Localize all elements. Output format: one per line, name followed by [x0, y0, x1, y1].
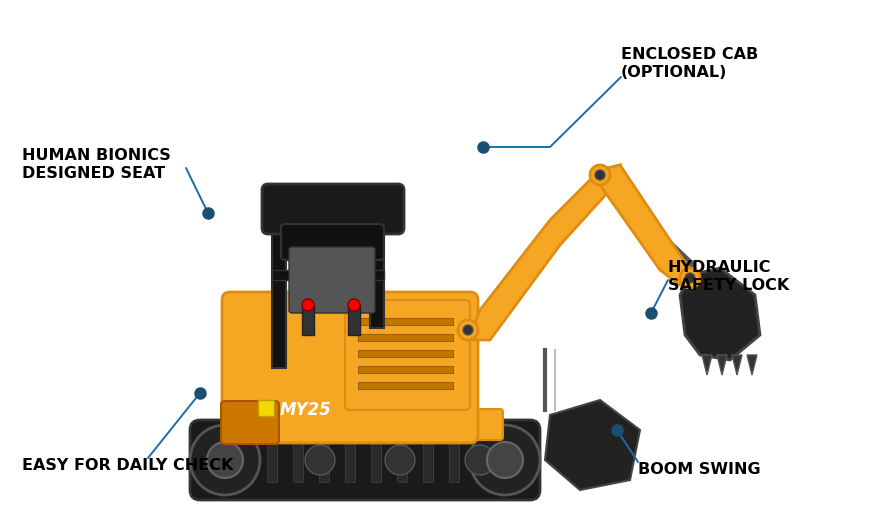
Text: BOOM SWING: BOOM SWING: [638, 462, 760, 477]
Text: ENCLOSED CAB
(OPTIONAL): ENCLOSED CAB (OPTIONAL): [621, 47, 758, 80]
Text: HUMAN BIONICS
DESIGNED SEAT: HUMAN BIONICS DESIGNED SEAT: [22, 148, 171, 181]
Bar: [293, 438, 303, 482]
Circle shape: [487, 442, 523, 478]
FancyBboxPatch shape: [190, 420, 540, 500]
Bar: [258, 400, 274, 416]
Text: EASY FOR DAILY CHECK: EASY FOR DAILY CHECK: [22, 458, 233, 473]
Circle shape: [465, 445, 495, 475]
Circle shape: [190, 425, 260, 495]
Text: MY25: MY25: [280, 401, 331, 419]
Bar: [397, 438, 407, 482]
Circle shape: [385, 445, 415, 475]
Circle shape: [685, 273, 695, 283]
Bar: [358, 334, 453, 341]
FancyBboxPatch shape: [262, 184, 404, 234]
FancyBboxPatch shape: [281, 224, 384, 260]
Bar: [423, 438, 433, 482]
Bar: [348, 305, 360, 335]
Polygon shape: [680, 268, 760, 360]
Circle shape: [463, 325, 473, 335]
Circle shape: [305, 445, 335, 475]
Polygon shape: [732, 355, 742, 375]
Circle shape: [595, 170, 605, 180]
Polygon shape: [600, 165, 695, 285]
Bar: [501, 438, 511, 482]
Text: HYDRAULIC
SAFETY LOCK: HYDRAULIC SAFETY LOCK: [668, 260, 789, 293]
Bar: [272, 270, 384, 280]
Circle shape: [590, 165, 610, 185]
Bar: [358, 318, 453, 325]
Polygon shape: [717, 355, 727, 375]
FancyBboxPatch shape: [345, 300, 470, 410]
Polygon shape: [702, 355, 712, 375]
Circle shape: [207, 442, 243, 478]
Bar: [215, 438, 225, 482]
Bar: [449, 438, 459, 482]
Circle shape: [470, 425, 540, 495]
Circle shape: [458, 320, 478, 340]
Polygon shape: [545, 400, 640, 490]
FancyBboxPatch shape: [221, 401, 279, 444]
FancyBboxPatch shape: [289, 247, 375, 313]
Circle shape: [302, 299, 314, 311]
Bar: [302, 305, 314, 335]
Bar: [358, 350, 453, 357]
Bar: [241, 438, 251, 482]
Circle shape: [348, 299, 360, 311]
Polygon shape: [468, 165, 620, 340]
Bar: [272, 228, 286, 368]
Bar: [358, 382, 453, 389]
Circle shape: [680, 268, 700, 288]
Bar: [358, 366, 453, 373]
Bar: [345, 438, 355, 482]
Bar: [371, 438, 381, 482]
Bar: [319, 438, 329, 482]
Polygon shape: [747, 355, 757, 375]
Bar: [475, 438, 485, 482]
FancyBboxPatch shape: [222, 292, 478, 443]
FancyBboxPatch shape: [227, 409, 503, 440]
Bar: [267, 438, 277, 482]
Bar: [370, 228, 384, 328]
